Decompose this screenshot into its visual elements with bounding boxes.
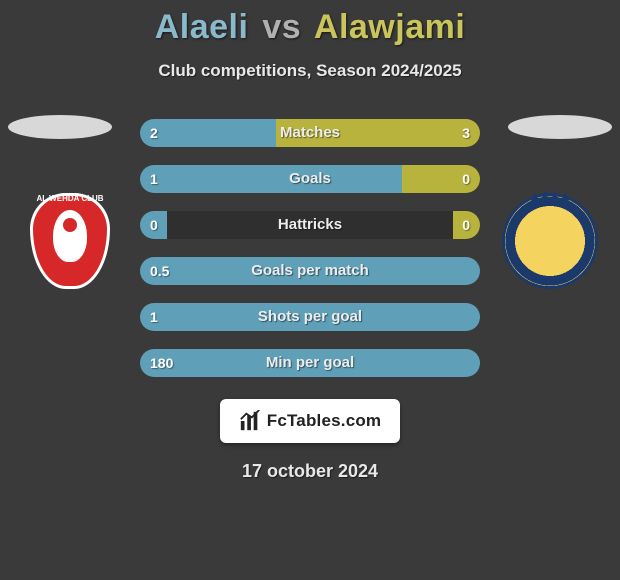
player-oval-left [8,115,112,139]
stat-bar-right [276,119,480,147]
stat-row: 180Min per goal [140,349,480,377]
stat-bar-left [140,165,402,193]
stat-row: 23Matches [140,119,480,147]
shield-icon: AL WEHDA CLUB [30,193,110,289]
brand-badge: FcTables.com [220,399,400,443]
bars-container: 23Matches10Goals00Hattricks0.5Goals per … [140,119,480,377]
player-oval-right [508,115,612,139]
subtitle: Club competitions, Season 2024/2025 [0,61,620,81]
stat-bar-left [140,303,480,331]
stat-value-left: 180 [150,349,173,377]
stat-row: 0 0Hattricks [140,211,480,239]
crest-icon [502,193,598,289]
stat-bar-left [140,349,480,377]
title-player1: Alaeli [155,8,249,46]
comparison-chart: AL WEHDA CLUB 23Matches10Goals00Hattrick… [0,119,620,377]
club-logo-left: AL WEHDA CLUB [20,193,120,293]
title-player2: Alawjami [314,8,465,46]
stat-value-right: 3 [462,119,470,147]
stat-row: 0.5Goals per match [140,257,480,285]
stat-value-left: 1 [150,303,158,331]
stat-value-left: 0 [150,211,158,239]
date-text: 17 october 2024 [0,461,620,482]
title-vs: vs [262,8,301,46]
stat-value-left: 1 [150,165,158,193]
stat-value-right: 0 [462,211,470,239]
stat-row: 1Shots per goal [140,303,480,331]
bar-chart-icon [239,410,261,432]
club-left-label: AL WEHDA CLUB [33,194,107,203]
stat-value-left: 2 [150,119,158,147]
page-title: Alaeli vs Alawjami [0,0,620,47]
stat-label: Hattricks [140,211,480,239]
stat-row: 10Goals [140,165,480,193]
stat-bar-left [140,257,480,285]
club-logo-right [500,193,600,293]
stat-value-right: 0 [462,165,470,193]
stat-bar-left [140,119,276,147]
brand-text: FcTables.com [267,411,382,431]
stat-value-left: 0.5 [150,257,169,285]
